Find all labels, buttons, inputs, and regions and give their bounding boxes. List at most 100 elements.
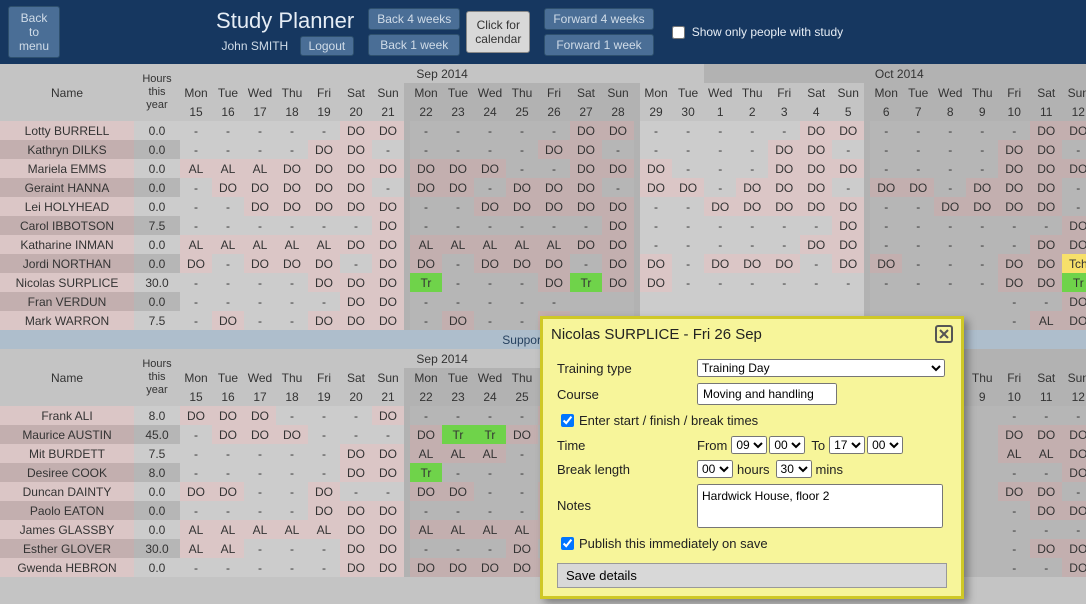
grid-cell[interactable]: - bbox=[212, 197, 244, 216]
forward-1-week-button[interactable]: Forward 1 week bbox=[544, 34, 653, 56]
grid-cell[interactable]: DO bbox=[340, 235, 372, 254]
grid-cell[interactable]: - bbox=[442, 501, 474, 520]
grid-cell[interactable]: AL bbox=[410, 444, 442, 463]
grid-cell[interactable]: - bbox=[506, 501, 538, 520]
grid-cell[interactable]: DO bbox=[672, 178, 704, 197]
grid-cell[interactable]: AL bbox=[276, 520, 308, 539]
grid-cell[interactable]: - bbox=[410, 197, 442, 216]
grid-cell[interactable]: DO bbox=[340, 273, 372, 292]
grid-cell[interactable]: DO bbox=[372, 273, 404, 292]
grid-cell[interactable]: - bbox=[870, 121, 902, 140]
grid-cell[interactable]: - bbox=[308, 292, 340, 311]
enter-times-checkbox[interactable] bbox=[561, 414, 574, 427]
grid-cell[interactable]: DO bbox=[308, 178, 340, 197]
grid-cell[interactable]: DO bbox=[998, 178, 1030, 197]
grid-cell[interactable]: DO bbox=[998, 273, 1030, 292]
grid-cell[interactable] bbox=[966, 444, 998, 463]
grid-cell[interactable]: - bbox=[442, 197, 474, 216]
grid-cell[interactable]: - bbox=[474, 311, 506, 330]
grid-cell[interactable]: - bbox=[768, 121, 800, 140]
grid-cell[interactable]: DO bbox=[1030, 140, 1062, 159]
from-hour-select[interactable]: 09 bbox=[731, 436, 767, 454]
grid-cell[interactable]: - bbox=[180, 444, 212, 463]
grid-cell[interactable]: - bbox=[570, 216, 602, 235]
grid-cell[interactable]: DO bbox=[1062, 121, 1086, 140]
grid-cell[interactable]: DO bbox=[180, 254, 212, 273]
grid-cell[interactable]: - bbox=[902, 140, 934, 159]
grid-cell[interactable]: - bbox=[736, 273, 768, 292]
grid-cell[interactable]: - bbox=[704, 178, 736, 197]
grid-cell[interactable]: - bbox=[998, 539, 1030, 558]
grid-cell[interactable]: - bbox=[372, 482, 404, 501]
grid-cell[interactable]: - bbox=[640, 197, 672, 216]
grid-cell[interactable]: DO bbox=[998, 425, 1030, 444]
grid-cell[interactable]: DO bbox=[340, 539, 372, 558]
grid-cell[interactable]: DO bbox=[800, 197, 832, 216]
grid-cell[interactable] bbox=[966, 501, 998, 520]
grid-cell[interactable]: DO bbox=[998, 482, 1030, 501]
grid-cell[interactable]: - bbox=[474, 539, 506, 558]
grid-cell[interactable]: - bbox=[902, 254, 934, 273]
grid-cell[interactable]: DO bbox=[276, 159, 308, 178]
grid-cell[interactable]: AL bbox=[212, 539, 244, 558]
grid-cell[interactable]: - bbox=[1030, 520, 1062, 539]
grid-cell[interactable]: DO bbox=[538, 178, 570, 197]
grid-cell[interactable]: DO bbox=[410, 178, 442, 197]
grid-cell[interactable] bbox=[966, 463, 998, 482]
grid-cell[interactable]: Tr bbox=[570, 273, 602, 292]
grid-cell[interactable]: DO bbox=[1030, 178, 1062, 197]
grid-cell[interactable]: DO bbox=[442, 159, 474, 178]
grid-cell[interactable]: DO bbox=[276, 425, 308, 444]
grid-cell[interactable]: DO bbox=[442, 178, 474, 197]
grid-cell[interactable]: - bbox=[966, 235, 998, 254]
grid-cell[interactable]: DO bbox=[832, 197, 864, 216]
grid-cell[interactable]: DO bbox=[244, 425, 276, 444]
grid-cell[interactable]: DO bbox=[372, 558, 404, 577]
grid-cell[interactable]: - bbox=[966, 159, 998, 178]
grid-cell[interactable]: DO bbox=[1030, 235, 1062, 254]
grid-cell[interactable]: - bbox=[832, 140, 864, 159]
grid-cell[interactable]: DO bbox=[538, 140, 570, 159]
grid-cell[interactable]: Tr bbox=[410, 273, 442, 292]
grid-cell[interactable]: - bbox=[934, 235, 966, 254]
grid-cell[interactable]: - bbox=[474, 501, 506, 520]
grid-cell[interactable]: - bbox=[506, 159, 538, 178]
grid-cell[interactable]: DO bbox=[340, 558, 372, 577]
grid-cell[interactable]: - bbox=[998, 501, 1030, 520]
grid-cell[interactable]: - bbox=[276, 406, 308, 425]
grid-cell[interactable]: - bbox=[538, 292, 570, 311]
grid-cell[interactable]: - bbox=[308, 444, 340, 463]
grid-cell[interactable]: DO bbox=[1062, 501, 1086, 520]
grid-cell[interactable]: - bbox=[1030, 406, 1062, 425]
back-1-week-button[interactable]: Back 1 week bbox=[368, 34, 460, 56]
grid-cell[interactable]: - bbox=[276, 121, 308, 140]
training-type-select[interactable]: Training Day bbox=[697, 359, 945, 377]
grid-cell[interactable]: - bbox=[474, 463, 506, 482]
grid-cell[interactable]: DO bbox=[410, 558, 442, 577]
grid-cell[interactable] bbox=[966, 425, 998, 444]
grid-cell[interactable]: - bbox=[704, 216, 736, 235]
grid-cell[interactable]: DO bbox=[570, 178, 602, 197]
break-min-select[interactable]: 30 bbox=[776, 460, 812, 478]
grid-cell[interactable]: - bbox=[474, 121, 506, 140]
grid-cell[interactable] bbox=[902, 292, 934, 311]
grid-cell[interactable]: DO bbox=[410, 159, 442, 178]
grid-cell[interactable]: DO bbox=[308, 311, 340, 330]
grid-cell[interactable]: - bbox=[506, 444, 538, 463]
grid-cell[interactable]: - bbox=[212, 463, 244, 482]
grid-cell[interactable]: - bbox=[212, 121, 244, 140]
grid-cell[interactable]: DO bbox=[244, 178, 276, 197]
grid-cell[interactable]: DO bbox=[372, 463, 404, 482]
grid-cell[interactable]: - bbox=[212, 444, 244, 463]
grid-cell[interactable]: - bbox=[442, 463, 474, 482]
grid-cell[interactable]: DO bbox=[1030, 121, 1062, 140]
grid-cell[interactable]: - bbox=[244, 292, 276, 311]
to-min-select[interactable]: 00 bbox=[867, 436, 903, 454]
grid-cell[interactable]: DO bbox=[1062, 539, 1086, 558]
logout-button[interactable]: Logout bbox=[300, 36, 355, 56]
grid-cell[interactable]: - bbox=[212, 216, 244, 235]
calendar-button[interactable]: Click for calendar bbox=[466, 11, 530, 53]
grid-cell[interactable]: AL bbox=[180, 539, 212, 558]
grid-cell[interactable]: AL bbox=[506, 235, 538, 254]
grid-cell[interactable]: - bbox=[410, 292, 442, 311]
